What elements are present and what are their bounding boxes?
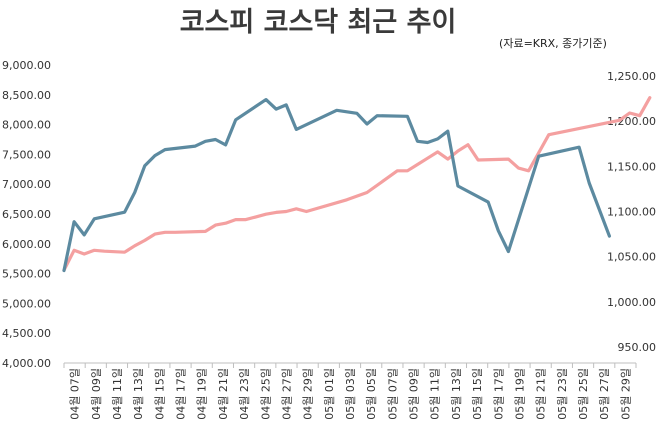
left-tick-label: 7,500.00 — [2, 148, 51, 161]
x-tick-label: 05월 17일 — [491, 368, 505, 420]
x-tick-label: 05월 13일 — [449, 368, 463, 420]
right-tick-label: 1,000.00 — [607, 296, 656, 309]
left-tick-label: 8,000.00 — [2, 119, 51, 132]
x-tick-label: 04월 25일 — [258, 368, 272, 420]
x-tick-label: 05월 15일 — [470, 368, 484, 420]
x-tick-label: 04월 19일 — [195, 368, 209, 420]
left-tick-label: 7,000.00 — [2, 178, 51, 191]
x-tick-label: 05월 29일 — [618, 368, 632, 420]
x-tick-label: 05월 23일 — [555, 368, 569, 420]
left-tick-label: 5,000.00 — [2, 297, 51, 310]
chart-title: 코스피 코스닥 최근 추이 — [180, 7, 457, 38]
x-tick-label: 04월 13일 — [131, 368, 145, 420]
left-tick-label: 4,500.00 — [2, 327, 51, 340]
right-tick-label: 1,200.00 — [607, 115, 656, 128]
x-tick-label: 04월 17일 — [174, 368, 188, 420]
x-tick-label: 05월 03일 — [343, 368, 357, 420]
x-tick-label: 05월 05일 — [364, 368, 378, 420]
left-tick-label: 4,000.00 — [2, 357, 51, 370]
series-line-right-axis — [62, 96, 652, 272]
x-tick-label: 05월 27일 — [597, 368, 611, 420]
x-tick-label: 04월 15일 — [152, 368, 166, 420]
x-tick-label: 04월 23일 — [237, 368, 251, 420]
x-tick-label: 05월 07일 — [385, 368, 399, 420]
x-tick-label: 05월 01일 — [322, 368, 336, 420]
chart-source-note: (자료=KRX, 종가기준) — [499, 37, 607, 50]
series-layer — [62, 96, 652, 273]
left-tick-label: 8,500.00 — [2, 89, 51, 102]
right-tick-label: 950.00 — [618, 341, 657, 354]
series-line-left-axis — [62, 97, 612, 273]
left-tick-label: 6,000.00 — [2, 238, 51, 251]
left-tick-label: 9,000.00 — [2, 59, 51, 72]
right-tick-label: 1,100.00 — [607, 206, 656, 219]
right-tick-label: 1,250.00 — [607, 70, 656, 83]
x-axis: 04월 07일 04월 09일 04월 11일 04월 13일 04월 15일 04월 1… — [63, 362, 637, 420]
left-tick-label: 5,500.00 — [2, 268, 51, 281]
x-tick-label: 05월 09일 — [407, 368, 421, 420]
x-tick-label: 04월 27일 — [279, 368, 293, 420]
x-tick-label: 04월 11일 — [110, 368, 124, 420]
x-tick-label: 05월 11일 — [428, 368, 442, 420]
x-tick-label: 04월 21일 — [216, 368, 230, 420]
right-axis: 1,250.00 1,200.00 1,150.00 1,100.00 1,050.00… — [607, 70, 656, 354]
left-axis: 9,000.00 8,500.00 8,000.00 7,500.00 7,000.00… — [2, 59, 51, 370]
left-tick-label: 6,500.00 — [2, 208, 51, 221]
right-tick-label: 1,150.00 — [607, 160, 656, 173]
x-tick-label: 04월 09일 — [89, 368, 103, 420]
x-tick-label: 04월 29일 — [301, 368, 315, 420]
x-tick-label: 04월 07일 — [68, 368, 82, 420]
x-tick-label: 05월 25일 — [576, 368, 590, 420]
right-tick-label: 1,050.00 — [607, 251, 656, 264]
x-tick-label: 05월 21일 — [534, 368, 548, 420]
x-tick-label: 05월 19일 — [512, 368, 526, 420]
